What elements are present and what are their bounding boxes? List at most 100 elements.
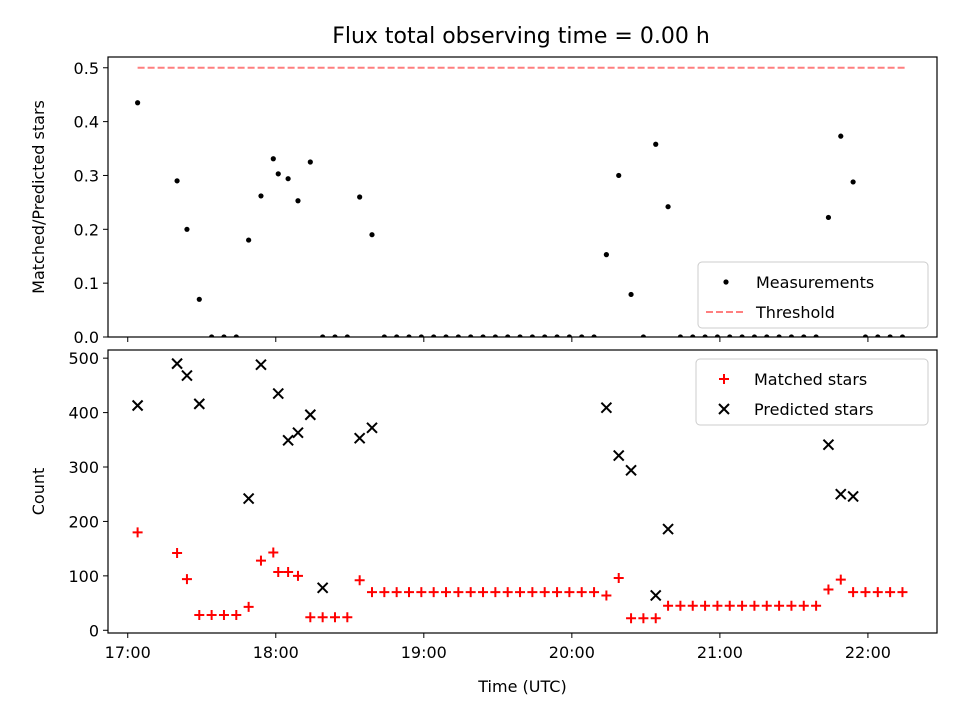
matched-star-point	[527, 587, 538, 598]
matched-star-point	[650, 613, 661, 624]
matched-star-point	[206, 610, 217, 621]
predicted-star-point	[282, 434, 294, 447]
matched-star-point	[737, 600, 748, 611]
predicted-star-point	[600, 401, 613, 414]
y-tick-label: 0.1	[74, 274, 99, 293]
measurement-point	[727, 334, 733, 337]
measurement-point	[899, 334, 906, 337]
predicted-star-point	[613, 449, 625, 462]
measurement-point	[233, 334, 239, 337]
bottom-panel-counts: 0 100 200 300 400 500 17:00 18:00 19:00 20:00 21:0…	[29, 349, 938, 696]
matched-star-point	[638, 613, 649, 624]
measurement-point	[801, 334, 807, 337]
measurement-point	[739, 334, 745, 337]
matched-star-point	[194, 610, 205, 621]
measurement-point	[640, 334, 646, 337]
legend: Measurements Threshold	[697, 261, 929, 329]
matched-star-point	[811, 600, 822, 611]
y-tick-label: 200	[68, 512, 99, 531]
measurement-point	[135, 100, 141, 106]
matched-star-point	[292, 570, 303, 581]
matched-star-point	[700, 600, 711, 611]
matched-star-point	[404, 587, 415, 598]
measurement-point	[566, 334, 572, 337]
measurement-point	[579, 334, 585, 337]
legend-label: Threshold	[755, 303, 835, 322]
predicted-star-point	[242, 492, 255, 505]
predicted-star-point	[193, 398, 205, 410]
measurement-point	[529, 334, 535, 337]
measurement-point	[357, 194, 363, 200]
measurement-point	[285, 176, 291, 182]
matched-star-point	[354, 575, 365, 586]
measurement-point	[875, 334, 881, 337]
y-tick-label: 100	[68, 567, 99, 586]
matched-star-point	[132, 527, 143, 538]
matched-star-point	[172, 547, 183, 558]
legend-marker-predicted	[718, 403, 730, 415]
matched-star-point	[305, 612, 316, 623]
matched-star-point	[786, 600, 797, 611]
y-tick-label: 0.0	[74, 328, 99, 347]
matched-star-point	[329, 612, 340, 623]
y-tick-label: 0	[89, 621, 99, 640]
matched-star-point	[268, 547, 279, 558]
measurement-point	[332, 334, 338, 337]
chart-title: Flux total observing time = 0.00 h	[332, 24, 710, 49]
x-tick-label: 20:00	[549, 643, 595, 662]
measurement-point	[406, 334, 412, 337]
matched-star-point	[798, 600, 809, 611]
predicted-star-point	[171, 357, 183, 370]
plot-area	[131, 357, 908, 624]
measurement-point	[838, 133, 844, 139]
matched-star-point	[218, 610, 229, 621]
matched-star-point	[626, 613, 637, 624]
matched-star-point	[391, 587, 402, 598]
matched-star-point	[724, 600, 735, 611]
measurement-point	[184, 226, 190, 232]
x-tick-label: 21:00	[697, 643, 743, 662]
measurement-point	[455, 334, 461, 337]
measurement-point	[690, 334, 696, 337]
x-tick-label: 22:00	[845, 643, 891, 662]
matched-star-point	[515, 587, 526, 598]
measurement-point	[320, 334, 326, 337]
legend-marker-measurements	[723, 279, 729, 285]
measurement-point	[221, 334, 227, 337]
matched-star-point	[712, 600, 723, 611]
matched-star-point	[490, 587, 501, 598]
y-axis-label: Matched/Predicted stars	[29, 100, 48, 294]
predicted-star-point	[822, 438, 835, 451]
predicted-star-point	[272, 387, 284, 400]
matched-star-point	[255, 555, 266, 566]
predicted-star-point	[316, 582, 329, 594]
measurement-point	[468, 334, 474, 337]
predicted-star-point	[255, 358, 267, 371]
measurement-point	[174, 178, 180, 184]
top-panel-measurements: 0.0 0.1 0.2 0.3 0.4 0.5 Matched/Predicted star…	[29, 56, 938, 347]
measurement-point	[418, 334, 424, 337]
measurement-point	[751, 334, 758, 337]
y-tick-label: 400	[68, 404, 99, 423]
predicted-star-point	[304, 409, 317, 421]
predicted-star-point	[353, 432, 366, 444]
measurement-point	[246, 237, 252, 243]
axes-frame	[107, 349, 938, 634]
predicted-star-point	[292, 427, 304, 439]
y-tick-label: 0.3	[74, 166, 99, 185]
matched-star-point	[564, 587, 575, 598]
measurement-point	[443, 334, 449, 337]
matched-star-point	[872, 587, 883, 598]
matched-star-point	[379, 587, 390, 598]
legend-box	[697, 261, 929, 329]
matched-star-point	[835, 574, 846, 585]
measurement-point	[628, 291, 634, 298]
measurement-point	[653, 141, 659, 147]
matched-star-point	[428, 587, 439, 598]
y-tick-label: 300	[68, 458, 99, 477]
measurement-point	[665, 204, 671, 210]
measurement-point	[603, 252, 609, 258]
measurement-point	[616, 172, 622, 179]
measurement-point	[813, 334, 819, 337]
